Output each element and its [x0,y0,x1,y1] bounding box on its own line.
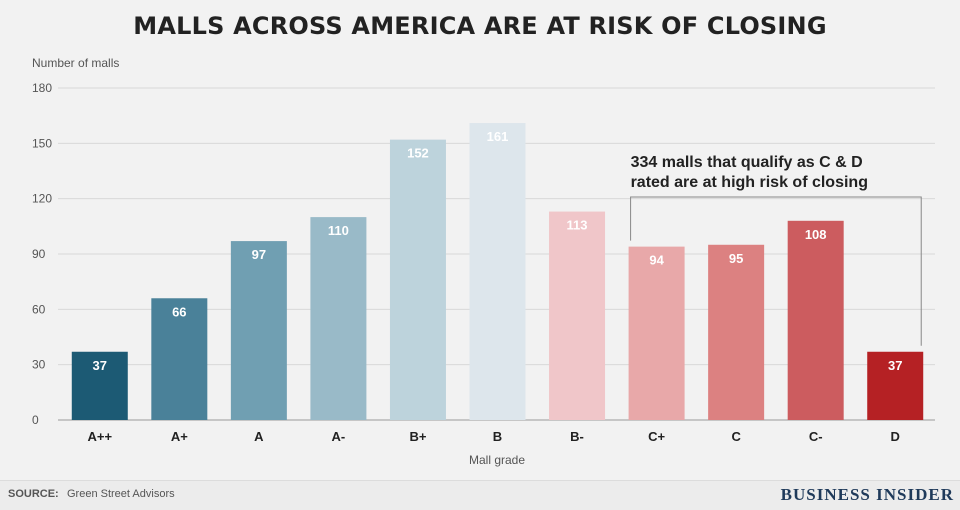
x-axis-label: Mall grade [469,453,525,467]
bar [310,217,367,420]
annotation-bracket [630,196,922,346]
x-tick-label: C- [809,429,823,444]
x-tick-label: D [891,429,900,444]
data-label: 94 [649,253,664,268]
bar [71,351,128,420]
data-label: 97 [252,247,266,262]
x-tick-label: C [731,429,741,444]
y-tick-label: 60 [32,302,46,316]
source-label: SOURCE: [8,488,59,500]
y-tick-label: 180 [32,81,52,95]
chart-title: MALLS ACROSS AMERICA ARE AT RISK OF CLOS… [133,12,827,40]
y-tick-label: 150 [32,136,52,150]
bar [708,244,765,420]
source-text: Green Street Advisors [67,488,175,500]
data-label: 37 [93,358,107,373]
data-label: 66 [172,304,186,319]
x-tick-label: A- [332,429,346,444]
y-tick-label: 120 [32,192,52,206]
x-tick-label: A++ [87,429,112,444]
x-tick-label: B- [570,429,584,444]
x-tick-label: C+ [648,429,665,444]
bar [549,211,606,420]
y-tick-label: 30 [32,358,46,372]
data-label: 95 [729,251,743,266]
bar [867,351,924,420]
bar [389,139,446,420]
y-axis-label: Number of malls [32,56,119,70]
data-label: 37 [888,358,902,373]
y-tick-label: 0 [32,413,39,427]
data-label: 110 [328,223,349,238]
data-label: 108 [805,227,827,242]
x-tick-label: B [493,429,502,444]
data-label: 113 [567,218,588,233]
bar [469,123,526,421]
annotation-line-1: 334 malls that qualify as C & D [631,154,863,171]
data-label: 152 [407,146,429,161]
brand-logo: BUSINESS INSIDER [780,485,954,504]
footer: SOURCE: Green Street Advisors BUSINESS I… [0,480,960,510]
bar [787,220,844,420]
x-tick-label: A+ [171,429,188,444]
bar [628,246,685,420]
annotation-line-2: rated are at high risk of closing [631,174,868,191]
x-tick-label: A [254,429,264,444]
bar [230,241,287,420]
bar-chart: Number of malls 0 30 60 90 120 150 180 37 A++ 66… [32,56,935,467]
x-tick-label: B+ [409,429,426,444]
y-tick-label: 90 [32,247,46,261]
bar [151,298,208,420]
data-label: 161 [487,129,509,144]
